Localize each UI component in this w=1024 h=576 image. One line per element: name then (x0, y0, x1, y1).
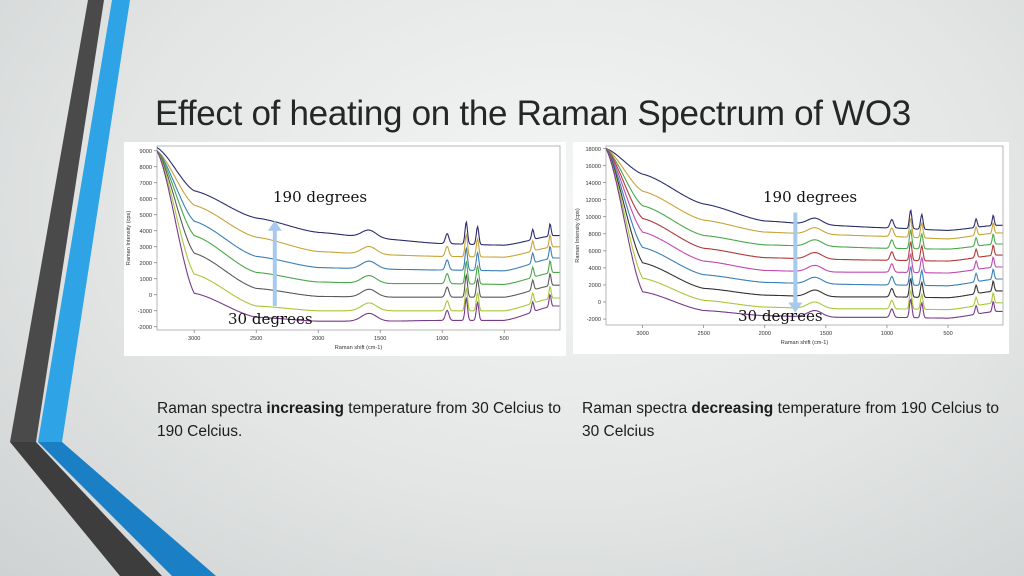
x-tick-label: 500 (943, 331, 952, 337)
y-tick-label: 18000 (585, 147, 601, 153)
y-tick-label: 9000 (140, 149, 152, 155)
chart-left: 9000 8000 7000 6000 5000 4000 3000 2000 1000 0 -10… (124, 142, 566, 356)
y-tick-label: 1000 (140, 277, 152, 283)
y-tick-label: 16000 (585, 164, 601, 170)
y-tick-label: 12000 (585, 198, 601, 204)
raman-chart-decreasing: 1800016000140001200010000800060004000200… (575, 145, 1004, 346)
stripe-blue-bottom (38, 442, 216, 576)
y-tick-label: -2000 (587, 317, 601, 323)
caption-right-prefix: Raman spectra (582, 400, 692, 417)
y-tick-label: 4000 (589, 266, 601, 272)
x-tick-label: 500 (500, 336, 509, 342)
x-tick-label: 3000 (636, 331, 648, 337)
series-group (606, 148, 1003, 319)
x-tick-label: 1500 (374, 336, 386, 342)
spectrum-line-1 (157, 147, 560, 246)
spectrum-line-4 (157, 150, 560, 285)
y-tick-label: 2000 (140, 261, 152, 267)
y-tick-label: 0 (149, 293, 152, 299)
spectrum-line-3 (606, 148, 1003, 250)
spectrum-line-1 (606, 148, 1003, 231)
spectrum-line-2 (157, 150, 560, 258)
x-tick-label: 3000 (188, 336, 200, 342)
y-tick-label: 6000 (140, 197, 152, 203)
caption-left: Raman spectra increasing temperature fro… (157, 397, 577, 443)
caption-right-emphasis: decreasing (691, 400, 774, 417)
x-axis-label: Raman shift (cm-1) (781, 340, 829, 346)
spectrum-line-6 (606, 148, 1003, 287)
x-tick-label: 1500 (820, 331, 832, 337)
x-tick-label: 1000 (881, 331, 893, 337)
y-tick-label: 2000 (589, 283, 601, 289)
spectrum-line-9 (606, 148, 1003, 319)
left-label-30: 30 degrees (228, 310, 313, 328)
x-tick-label: 2000 (312, 336, 324, 342)
spectrum-line-8 (606, 148, 1003, 311)
y-axis-label: Raman Intensity (cps) (126, 211, 132, 266)
y-tick-label: 7000 (140, 181, 152, 187)
spectrum-line-5 (157, 150, 560, 298)
spectrum-line-4 (606, 148, 1003, 262)
spectrum-line-7 (157, 150, 560, 322)
plot-frame (156, 145, 561, 331)
temperature-arrow-head (267, 220, 282, 231)
y-tick-label: 8000 (589, 232, 601, 238)
temperature-arrow-head (788, 302, 803, 313)
y-tick-label: -2000 (138, 325, 152, 331)
series-group (157, 147, 560, 322)
x-tick-label: 2500 (697, 331, 709, 337)
slide-title: Effect of heating on the Raman Spectrum … (155, 94, 911, 133)
y-tick-label: -1000 (138, 309, 152, 315)
y-tick-label: 8000 (140, 165, 152, 171)
y-tick-label: 6000 (589, 249, 601, 255)
x-tick-label: 1000 (436, 336, 448, 342)
caption-right-suffix: temperature from 190 Celcius to 30 Celci… (582, 400, 999, 440)
x-tick-label: 2500 (250, 336, 262, 342)
right-label-190: 190 degrees (763, 188, 858, 206)
y-tick-label: 10000 (585, 215, 601, 221)
y-tick-label: 4000 (140, 229, 152, 235)
stripe-dark-bottom (10, 442, 162, 576)
chart-right: 18000 16000 14000 12000 10000 8000 6000 4000 200… (573, 142, 1009, 354)
raman-chart-increasing: 9000 8000 7000 6000 5000 4000 3000 2000 1000 0 -10… (126, 145, 561, 351)
spectrum-line-2 (606, 148, 1003, 240)
caption-left-emphasis: increasing (266, 400, 344, 417)
y-tick-label: 5000 (140, 213, 152, 219)
y-axis-label: Raman Intensity (cps) (575, 208, 581, 263)
right-label-30: 30 degrees (738, 307, 823, 325)
caption-left-prefix: Raman spectra (157, 400, 267, 417)
y-tick-label: 3000 (140, 245, 152, 251)
stripe-dark-top (10, 0, 104, 442)
spectrum-line-6 (157, 150, 560, 312)
caption-right: Raman spectra decreasing temperature fro… (582, 397, 1002, 443)
caption-left-suffix: temperature from 30 Celcius to 190 Celci… (157, 400, 562, 440)
spectrum-line-3 (157, 150, 560, 272)
x-tick-label: 2000 (759, 331, 771, 337)
y-tick-label: 0 (598, 300, 601, 306)
left-label-190: 190 degrees (273, 188, 368, 206)
x-axis-label: Raman shift (cm-1) (335, 345, 383, 351)
stripe-blue-top (38, 0, 130, 442)
spectrum-line-7 (606, 148, 1003, 299)
y-tick-label: 14000 (585, 181, 601, 187)
spectrum-line-5 (606, 148, 1003, 274)
plot-frame (605, 145, 1004, 326)
